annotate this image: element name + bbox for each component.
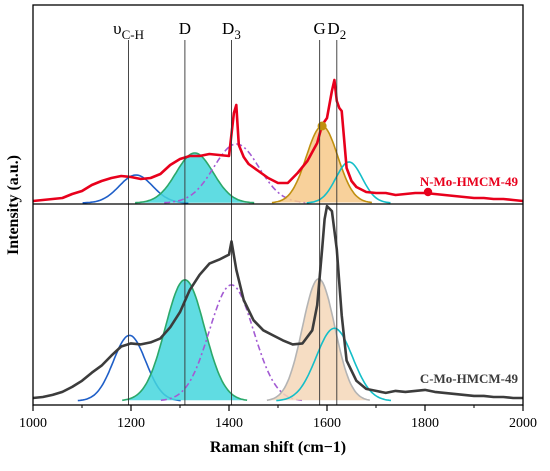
fit-fill-g: [271, 126, 372, 203]
x-axis-ticks: 1000 1200 1400 1600 1800 2000: [19, 405, 537, 431]
x-tick-label: 1800: [411, 416, 439, 431]
peak-label: υC-H: [113, 19, 144, 42]
text-labels: υC-H D D3 G D2: [113, 19, 346, 42]
fit-curve-d3: [164, 143, 309, 204]
peak-reference-lines: [128, 40, 338, 405]
fit-curve-d2: [306, 161, 391, 204]
series-marker: [423, 187, 433, 197]
plot-area: N-Mo-HMCM-49 C-Mo-HMCM-49: [32, 78, 524, 402]
peak-label: D: [179, 19, 191, 38]
x-tick-label: 1600: [313, 416, 341, 431]
peak-label: D2: [327, 19, 346, 42]
y-axis-label: Intensity (a.u.): [5, 155, 22, 255]
peak-label: D3: [222, 19, 241, 42]
g-peak-marker: [317, 121, 327, 131]
fit-curve-d2: [276, 327, 392, 402]
fit-curve-d: [135, 152, 255, 204]
plot-frame: [32, 4, 524, 406]
x-axis-label: Raman shift (cm−1): [210, 439, 346, 456]
x-tick-label: 1200: [117, 416, 145, 431]
sample-label: N-Mo-HMCM-49: [420, 174, 519, 189]
spectrum-line: [32, 204, 523, 400]
x-tick-label: 1400: [215, 416, 243, 431]
x-tick-label: 1000: [19, 416, 47, 431]
x-tick-label: 2000: [509, 416, 537, 431]
panel-c-mo-hmcm-49: C-Mo-HMCM-49: [32, 204, 523, 402]
panel-n-mo-hmcm-49: N-Mo-HMCM-49: [32, 78, 524, 204]
peak-label: G: [314, 19, 326, 38]
sample-label: C-Mo-HMCM-49: [420, 371, 519, 386]
